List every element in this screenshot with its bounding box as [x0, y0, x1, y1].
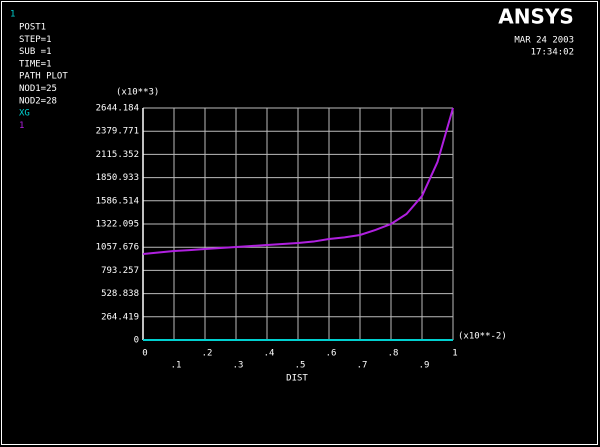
window-number: 1: [10, 10, 15, 20]
info-line: SUB =1: [19, 47, 52, 57]
info-line: POST1: [19, 23, 46, 33]
y-tick-label: 1322.095: [96, 219, 139, 229]
y-tick-label: 0: [134, 336, 139, 346]
logo: ANSYS: [498, 5, 574, 29]
x-tick-label: 1: [452, 349, 457, 359]
x-tick-label: .8: [388, 349, 399, 359]
x-tick-label: .5: [295, 361, 306, 371]
info-line: TIME=1: [19, 59, 52, 69]
y-tick-label: 528.838: [101, 289, 139, 299]
x-tick-label: .1: [171, 361, 182, 371]
x-tick-label: .9: [419, 361, 430, 371]
time: 17:34:02: [531, 48, 574, 58]
x-axis-label: DIST: [286, 374, 308, 384]
info-line: NOD2=28: [19, 96, 57, 106]
y-tick-label: 1850.933: [96, 173, 139, 183]
info-line: PATH PLOT: [19, 72, 68, 82]
x-tick-label: .7: [357, 361, 368, 371]
y-tick-label: 2379.771: [96, 127, 139, 137]
x-tick-label: .2: [202, 349, 213, 359]
x-tick-label: .3: [233, 361, 244, 371]
y-tick-label: 793.257: [101, 266, 139, 276]
data-line: [142, 107, 454, 256]
y-tick-label: 1586.514: [96, 196, 139, 206]
date: MAR 24 2003: [514, 36, 574, 46]
legend-entry: XG: [19, 109, 30, 119]
x-multiplier: (x10**-2): [458, 332, 507, 342]
info-line: STEP=1: [19, 35, 52, 45]
legend-entry: 1: [19, 121, 24, 131]
y-tick-label: 2644.184: [96, 104, 139, 114]
y-tick-label: 2115.352: [96, 150, 139, 160]
y-tick-label: 264.419: [101, 312, 139, 322]
x-tick-label: 0: [142, 349, 147, 359]
info-line: NOD1=25: [19, 84, 57, 94]
y-multiplier: (x10**3): [116, 88, 159, 98]
x-tick-label: .6: [326, 349, 337, 359]
y-tick-label: 1057.676: [96, 243, 139, 253]
x-tick-label: .4: [264, 349, 275, 359]
